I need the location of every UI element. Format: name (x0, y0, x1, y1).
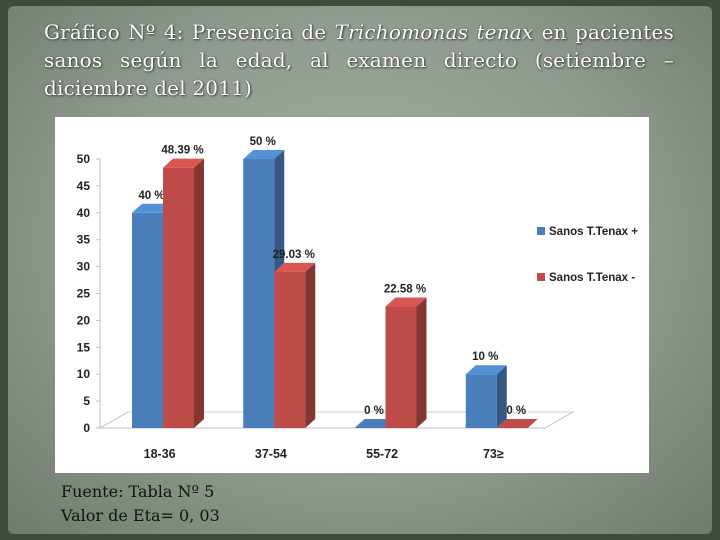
y-tick-label: 0 (83, 421, 90, 435)
bar-front-positive (243, 159, 275, 428)
bar-side-negative (194, 158, 204, 428)
bar-chart: 0 5 10 15 20 25 30 35 40 45 50 40 % 48.39 % 18-36 50 %… (77, 136, 639, 461)
bar-top-positive (132, 203, 173, 213)
chart-area: 0 5 10 15 20 25 30 35 40 45 50 40 % 48.39 % 18-36 50 %… (55, 117, 649, 473)
x-category-label: 73≥ (483, 447, 504, 461)
title-part2: en pacientes sanos según la edad, al exa… (44, 20, 674, 100)
bar-top-positive (243, 150, 285, 159)
data-label: 0 % (364, 405, 384, 417)
y-tick-label: 45 (77, 179, 91, 193)
bar-front-negative (274, 271, 306, 428)
bar-top-negative (274, 262, 316, 272)
data-label: 10 % (472, 351, 498, 363)
y-tick-label: 35 (77, 233, 91, 247)
bar-front-positive (132, 212, 163, 428)
bar-side-positive (496, 365, 507, 428)
y-tick-label: 5 (83, 394, 90, 408)
legend-label-negative: Sanos T.Tenax - (549, 272, 635, 284)
title-part1: Gráfico Nº 4: Presencia de (44, 20, 335, 44)
x-category-label: 55-72 (366, 447, 398, 461)
title-italic-species: Trichomonas tenax (334, 20, 534, 44)
data-label: 40 % (138, 190, 164, 202)
y-tick-label: 20 (77, 313, 91, 327)
legend-swatch-positive (537, 227, 545, 235)
bar-front-positive (465, 374, 497, 428)
data-label: 22.58 % (384, 284, 426, 296)
data-label: 48.39 % (161, 145, 203, 157)
bar-zero-positive (354, 419, 396, 428)
bar-side-negative (416, 297, 427, 428)
legend-swatch-negative (537, 273, 545, 281)
bar-side-negative (305, 262, 316, 428)
x-category-label: 37-54 (255, 447, 287, 461)
y-tick-label: 40 (77, 206, 91, 220)
bar-top-negative (385, 297, 427, 307)
footer-eta-value: Valor de Eta= 0, 03 (61, 506, 220, 525)
bar-zero-negative (496, 419, 538, 428)
bar-front-negative (163, 167, 194, 428)
bar-front-negative (385, 306, 417, 428)
legend-label-positive: Sanos T.Tenax + (549, 226, 638, 238)
x-category-label: 18-36 (144, 447, 176, 461)
y-tick-label: 15 (77, 340, 91, 354)
y-tick-label: 30 (77, 260, 91, 274)
y-tick-label: 10 (77, 367, 91, 381)
footer-source: Fuente: Tabla Nº 5 (61, 482, 215, 501)
y-tick-label: 25 (77, 287, 91, 301)
data-label: 29.03 % (273, 249, 315, 261)
y-tick-label: 50 (77, 152, 91, 166)
footer-notes: Fuente: Tabla Nº 5 Valor de Eta= 0, 03 (61, 480, 220, 528)
data-label: 50 % (250, 136, 276, 148)
slide-title: Gráfico Nº 4: Presencia de Trichomonas t… (44, 18, 674, 102)
bar-top-negative (163, 158, 204, 168)
data-label: 0 % (506, 405, 526, 417)
bar-top-positive (465, 365, 507, 375)
